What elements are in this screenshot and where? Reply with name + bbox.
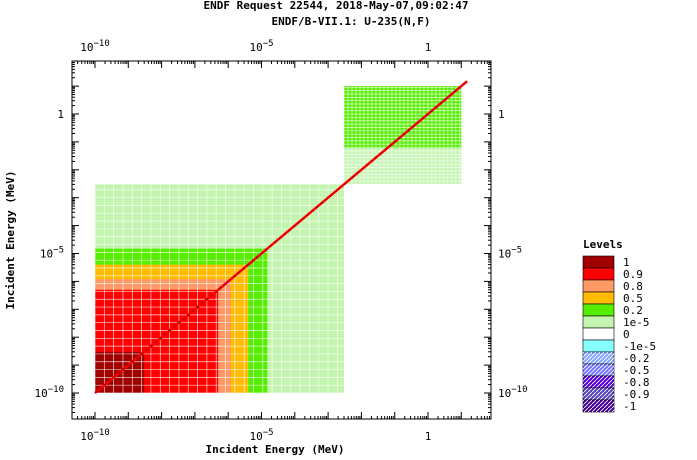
legend-label-6: 0	[623, 328, 630, 341]
x-tick-bottom-label-0: 10−10	[80, 428, 110, 443]
legend-label-0: 1	[623, 256, 630, 269]
y-tick-right-label-1: 10−5	[498, 246, 522, 261]
x-axis-label: Incident Energy (MeV)	[205, 443, 344, 456]
legend-swatch-2	[582, 279, 615, 293]
tick-label-base: 1	[425, 430, 432, 443]
legend-swatch-0	[582, 255, 615, 269]
tick-label-exponent: −5	[511, 246, 522, 256]
tick-label-exponent: −5	[263, 428, 274, 438]
x-tick-top-label-1: 10−5	[249, 39, 273, 54]
y-axis-label: Incident Energy (MeV)	[4, 170, 17, 309]
tick-label-exponent: −10	[93, 39, 109, 49]
tick-label-exponent: −10	[93, 428, 109, 438]
legend-title: Levels	[583, 238, 623, 251]
legend-label-12: -1	[623, 400, 636, 413]
y-tick-left-label-2: 1	[57, 108, 64, 121]
tick-label-base: 1	[425, 41, 432, 54]
tick-label-base: 10	[80, 41, 93, 54]
legend-swatch-hatch-12	[583, 400, 614, 412]
heatmap-gridlines	[94, 86, 462, 394]
y-tick-left-label-1: 10−5	[40, 246, 64, 261]
tick-label-exponent: −5	[263, 39, 274, 49]
legend-swatch-3	[582, 291, 615, 305]
legend-label-10: -0.8	[623, 376, 650, 389]
legend-label-2: 0.8	[623, 280, 643, 293]
tick-label-exponent: −10	[48, 385, 64, 395]
diagonal-band	[94, 80, 468, 394]
x-tick-bottom-label-2: 1	[425, 430, 432, 443]
tick-label-exponent: −10	[511, 385, 527, 395]
tick-label-base: 10	[249, 41, 262, 54]
y-tick-left-label-0: 10−10	[34, 385, 64, 400]
tick-label-base: 1	[57, 108, 64, 121]
legend-label-3: 0.5	[623, 292, 643, 305]
legend-label-9: -0.5	[623, 364, 650, 377]
legend-label-4: 0.2	[623, 304, 643, 317]
y-tick-right-label-0: 10−10	[498, 385, 528, 400]
legend-swatch-hatch-9	[583, 364, 614, 376]
chart-subtitle: ENDF/B-VII.1: U-235(N,F)	[272, 15, 431, 28]
axis-ticks	[72, 61, 491, 419]
tick-label-base: 10	[498, 248, 511, 261]
legend-swatch-1	[582, 267, 615, 281]
legend-label-7: -1e-5	[623, 340, 656, 353]
tick-label-base: 10	[40, 248, 53, 261]
x-tick-bottom-label-1: 10−5	[249, 428, 273, 443]
legend: Levels 10.90.80.50.21e-50-1e-5-0.2-0.5-0…	[582, 238, 656, 413]
chart-title: ENDF Request 22544, 2018-May-07,09:02:47	[204, 0, 469, 12]
legend-swatch-4	[582, 303, 615, 317]
tick-label-exponent: −5	[53, 246, 64, 256]
diagonal-line-dark	[94, 80, 468, 394]
legend-label-8: -0.2	[623, 352, 650, 365]
legend-swatch-5	[582, 315, 615, 329]
legend-label-5: 1e-5	[623, 316, 650, 329]
legend-swatch-hatch-10	[583, 376, 614, 388]
tick-label-base: 10	[249, 430, 262, 443]
tick-label-base: 1	[498, 108, 505, 121]
x-tick-top-label-0: 10−10	[80, 39, 110, 54]
legend-swatch-6	[582, 327, 615, 341]
legend-swatch-7	[582, 339, 615, 353]
legend-swatch-hatch-8	[583, 352, 614, 364]
legend-label-1: 0.9	[623, 268, 643, 281]
plot-area	[71, 60, 492, 420]
legend-swatch-hatch-11	[583, 388, 614, 400]
legend-label-11: -0.9	[623, 388, 650, 401]
tick-label-base: 10	[34, 387, 47, 400]
y-tick-right-label-2: 1	[498, 108, 505, 121]
x-tick-top-label-2: 1	[425, 41, 432, 54]
tick-label-base: 10	[80, 430, 93, 443]
tick-label-base: 10	[498, 387, 511, 400]
